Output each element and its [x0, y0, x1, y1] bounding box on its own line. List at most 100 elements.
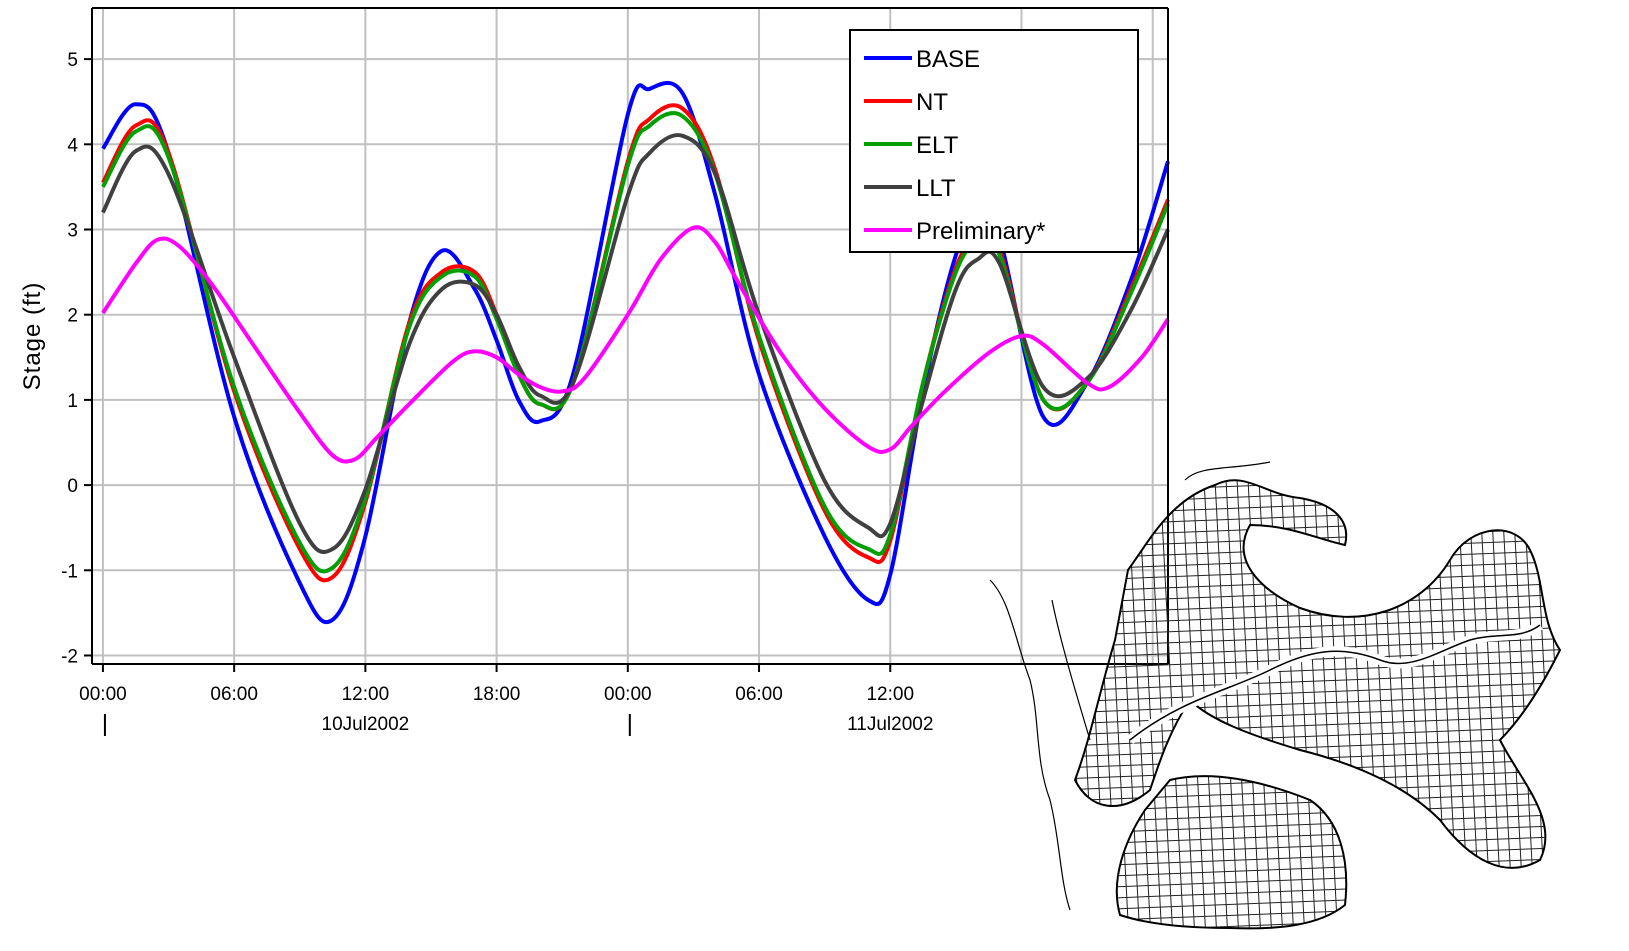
- x-tick-label: 12:00: [866, 684, 914, 705]
- x-tick-label: 12:00: [342, 684, 390, 705]
- y-tick-label: 1: [67, 391, 78, 412]
- river-channel-edge: [1129, 624, 1541, 741]
- x-tick-label: 00:00: [79, 684, 127, 705]
- mesh-line: [1268, 480, 1295, 929]
- mesh-line: [1075, 659, 1560, 681]
- y-tick-label: 2: [67, 306, 78, 327]
- mesh-line: [1075, 813, 1560, 835]
- mesh-line: [1075, 483, 1560, 505]
- x-tick-label: 06:00: [735, 684, 783, 705]
- mesh-line: [1075, 593, 1560, 615]
- mesh-line: [1202, 480, 1229, 929]
- mesh-line: [1075, 516, 1560, 538]
- mesh-line: [1075, 912, 1560, 929]
- series-line-preliminary: [101, 225, 1170, 464]
- mesh-line: [1136, 480, 1163, 929]
- mesh-line: [1334, 480, 1361, 929]
- x-tick-label: 06:00: [210, 684, 258, 705]
- mesh-line: [1075, 549, 1560, 571]
- x-tick-label: 00:00: [604, 684, 652, 705]
- mesh-line: [1075, 703, 1560, 725]
- x-tick-label: 18:00: [473, 684, 521, 705]
- mesh-line: [1075, 725, 1560, 747]
- y-tick-label: 3: [67, 221, 78, 242]
- y-axis-title: Stage (ft): [19, 282, 46, 391]
- mesh-line: [1169, 480, 1196, 929]
- mesh-boundary: [1115, 775, 1348, 930]
- legend: BASE NT ELT LLT Preliminary*: [849, 29, 1139, 253]
- mesh-grid: [1060, 440, 1602, 940]
- mesh-line: [1075, 480, 1560, 483]
- mesh-line: [1257, 480, 1284, 929]
- date-label: 10Jul2002: [322, 714, 410, 735]
- legend-label: NT: [916, 89, 948, 116]
- mesh-line: [1075, 571, 1560, 593]
- mesh-line: [1075, 769, 1560, 791]
- mesh-line: [1455, 480, 1482, 929]
- mesh-line: [1477, 480, 1504, 929]
- mesh-line: [1060, 440, 1580, 460]
- mesh-line: [1075, 868, 1560, 890]
- mesh-line: [1075, 480, 1086, 929]
- legend-box: [849, 29, 1139, 253]
- mesh-line: [1246, 480, 1273, 929]
- mesh-line: [1075, 681, 1560, 703]
- mesh-line: [1075, 604, 1560, 626]
- mesh-line: [1521, 480, 1548, 929]
- mesh-line: [1075, 648, 1560, 670]
- mesh-line: [1075, 480, 1097, 929]
- axes: [84, 7, 1169, 736]
- tributary-line: [989, 579, 1071, 911]
- tick-labels: -2 -1 0 1 2 3 4 5 00:00 06:00 12:00 18:00 00:00 06:00…: [61, 50, 933, 735]
- mesh-line: [1075, 494, 1560, 516]
- mesh-line: [1075, 879, 1560, 901]
- mesh-line: [1213, 480, 1240, 929]
- y-tick-label: -2: [61, 646, 78, 667]
- mesh-line: [1158, 480, 1185, 929]
- mesh-line: [1125, 480, 1152, 929]
- mesh-line: [1433, 480, 1460, 929]
- mesh-line: [1075, 824, 1560, 846]
- legend-label: LLT: [916, 175, 956, 202]
- mesh-line: [1488, 480, 1515, 929]
- mesh-line: [1075, 480, 1560, 494]
- legend-label: ELT: [916, 132, 959, 159]
- mesh-line: [1075, 835, 1560, 857]
- mesh-line: [1466, 480, 1493, 929]
- mesh-line: [1075, 758, 1560, 780]
- y-tick-label: -1: [61, 561, 78, 582]
- mesh-line: [1075, 582, 1560, 604]
- mesh-line: [1577, 460, 1602, 940]
- mesh-line: [1345, 480, 1372, 929]
- date-label: 11Jul2002: [847, 714, 933, 735]
- mesh-line: [1543, 480, 1560, 929]
- mesh-line: [1075, 615, 1560, 637]
- y-tick-label: 5: [67, 50, 78, 71]
- mesh-line: [1566, 460, 1591, 940]
- y-tick-label: 0: [67, 476, 78, 497]
- mesh-line: [1060, 451, 1580, 471]
- mesh-line: [1147, 480, 1174, 929]
- legend-label: Preliminary*: [916, 218, 1045, 245]
- mesh-line: [1411, 480, 1438, 929]
- mesh-line: [1075, 846, 1560, 868]
- y-tick-label: 4: [67, 135, 78, 156]
- mesh-line: [1075, 626, 1560, 648]
- mesh-line: [1075, 505, 1560, 527]
- tributary-line: [1051, 599, 1091, 741]
- tributary-line: [1184, 461, 1271, 481]
- series-line-llt: [101, 133, 1170, 554]
- mesh-line: [1075, 670, 1560, 692]
- mesh-map-inset: [989, 440, 1602, 940]
- mesh-line: [1444, 480, 1471, 929]
- legend-label: BASE: [916, 46, 980, 73]
- mesh-boundary: [1073, 479, 1562, 869]
- mesh-line: [1075, 692, 1560, 714]
- mesh-line: [1532, 480, 1559, 929]
- mesh-line: [1075, 857, 1560, 879]
- mesh-line: [1075, 736, 1560, 758]
- mesh-line: [1235, 480, 1262, 929]
- mesh-line: [1075, 802, 1560, 824]
- mesh-line: [1075, 747, 1560, 769]
